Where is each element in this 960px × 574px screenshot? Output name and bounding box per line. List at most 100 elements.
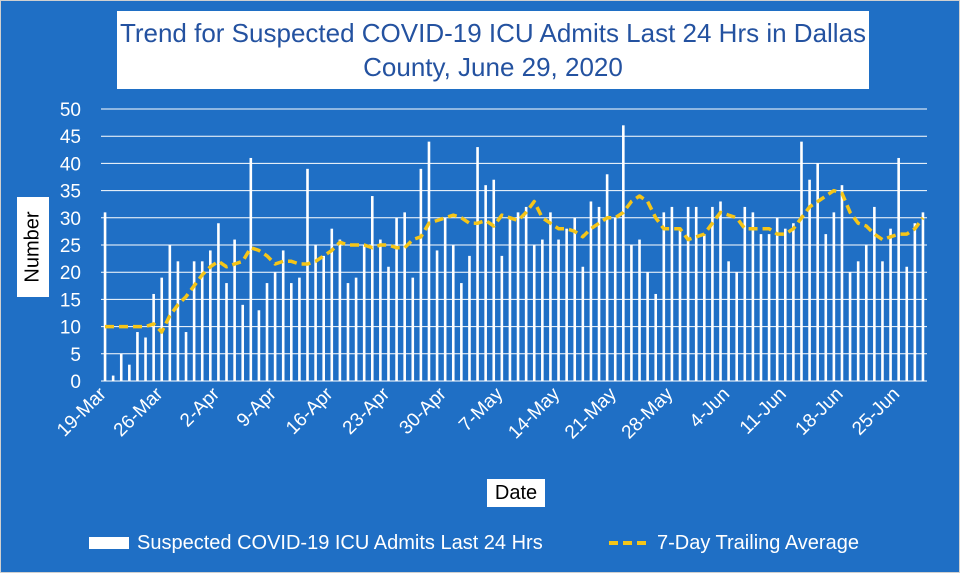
y-tick-label: 0 bbox=[70, 372, 81, 393]
y-tick-label: 35 bbox=[60, 182, 81, 203]
bar bbox=[662, 212, 666, 381]
x-axis-label-text: Date bbox=[494, 481, 538, 504]
bar bbox=[824, 234, 828, 381]
y-tick-label: 40 bbox=[60, 154, 81, 175]
x-axis-label: Date bbox=[487, 479, 545, 507]
bar bbox=[119, 353, 123, 381]
bars bbox=[103, 125, 925, 381]
bar bbox=[362, 245, 366, 381]
bar bbox=[905, 266, 909, 381]
bar bbox=[670, 206, 674, 381]
x-tick-label: 26-Mar bbox=[110, 383, 168, 441]
bar bbox=[516, 212, 520, 381]
bar bbox=[808, 179, 811, 381]
bar bbox=[581, 266, 585, 381]
y-tick-label: 20 bbox=[60, 263, 81, 284]
bar bbox=[654, 293, 658, 381]
x-tick-label: 9-Apr bbox=[233, 383, 281, 431]
bar bbox=[492, 179, 496, 381]
x-tick-label: 25-Jun bbox=[848, 384, 904, 440]
bar bbox=[541, 239, 544, 381]
x-tick-label: 18-Jun bbox=[792, 384, 848, 440]
y-tick-label: 30 bbox=[60, 209, 81, 230]
bar bbox=[152, 293, 155, 381]
y-axis-label: Number bbox=[17, 197, 49, 297]
x-tick-label: 19-Mar bbox=[53, 383, 111, 441]
bar bbox=[719, 201, 722, 381]
bar bbox=[225, 283, 228, 381]
y-tick-label: 10 bbox=[60, 318, 81, 339]
bar bbox=[176, 261, 180, 381]
bar bbox=[460, 283, 463, 381]
bar bbox=[622, 125, 625, 381]
bar bbox=[346, 283, 350, 381]
bar bbox=[913, 223, 917, 381]
y-tick-labels: 0 5 10 15 20 25 30 35 40 45 50 bbox=[60, 100, 81, 393]
bar bbox=[524, 206, 528, 381]
bar bbox=[468, 255, 471, 381]
y-tick-label: 5 bbox=[70, 345, 81, 366]
bar bbox=[759, 234, 763, 381]
bar bbox=[783, 228, 787, 381]
bar bbox=[419, 168, 423, 381]
bar bbox=[703, 234, 706, 381]
bar bbox=[476, 147, 479, 381]
bar bbox=[889, 228, 892, 381]
bar bbox=[630, 245, 633, 381]
bar bbox=[200, 261, 204, 381]
legend-bar-swatch bbox=[89, 537, 129, 549]
y-tick-label: 45 bbox=[60, 127, 81, 148]
bar bbox=[897, 157, 900, 381]
bar bbox=[298, 277, 301, 381]
bar bbox=[500, 255, 504, 381]
x-tick-labels: 19-Mar 26-Mar 2-Apr 9-Apr 16-Apr 23-Apr 30-Apr… bbox=[53, 383, 904, 443]
bar bbox=[856, 261, 860, 381]
bar bbox=[921, 212, 925, 381]
bar bbox=[111, 375, 115, 381]
x-tick-label: 21-May bbox=[561, 383, 621, 443]
x-tick-label: 11-Jun bbox=[736, 384, 791, 439]
bar bbox=[767, 234, 771, 381]
bar bbox=[864, 245, 868, 381]
bar bbox=[832, 212, 836, 381]
x-tick-label: 23-Apr bbox=[339, 383, 395, 439]
bar bbox=[387, 266, 390, 381]
bar bbox=[613, 217, 617, 381]
legend-item-average: 7-Day Trailing Average bbox=[609, 531, 859, 555]
y-tick-label: 15 bbox=[60, 290, 81, 311]
y-axis-label-text: Number bbox=[21, 211, 44, 283]
bar bbox=[128, 364, 131, 381]
bar bbox=[192, 261, 196, 381]
bar bbox=[694, 206, 698, 381]
bar bbox=[443, 217, 447, 381]
x-tick-label: 30-Apr bbox=[396, 383, 452, 439]
legend-line-swatch bbox=[609, 541, 649, 545]
bar bbox=[873, 206, 876, 381]
chart-title-line-1: Trend for Suspected COVID-19 ICU Admits … bbox=[119, 18, 867, 48]
bar bbox=[379, 239, 382, 381]
bar bbox=[597, 206, 601, 381]
x-tick-label: 14-May bbox=[504, 383, 564, 443]
bar bbox=[233, 239, 236, 381]
bar bbox=[638, 239, 641, 381]
bar bbox=[565, 228, 568, 381]
bar bbox=[370, 196, 374, 381]
bar bbox=[265, 283, 269, 381]
legend-label-admits: Suspected COVID-19 ICU Admits Last 24 Hr… bbox=[137, 531, 543, 554]
bar bbox=[549, 212, 552, 381]
bar bbox=[290, 283, 293, 381]
trend-line-layer bbox=[105, 188, 925, 334]
bar bbox=[184, 332, 188, 381]
bar bbox=[589, 201, 593, 381]
bar bbox=[403, 212, 406, 381]
y-tick-label: 50 bbox=[60, 100, 81, 121]
bar bbox=[646, 272, 649, 381]
bar bbox=[322, 255, 325, 381]
bar bbox=[848, 272, 852, 381]
legend-label-average: 7-Day Trailing Average bbox=[657, 531, 859, 554]
x-tick-label: 28-May bbox=[618, 383, 678, 443]
bar bbox=[451, 245, 455, 381]
bar bbox=[727, 261, 730, 381]
